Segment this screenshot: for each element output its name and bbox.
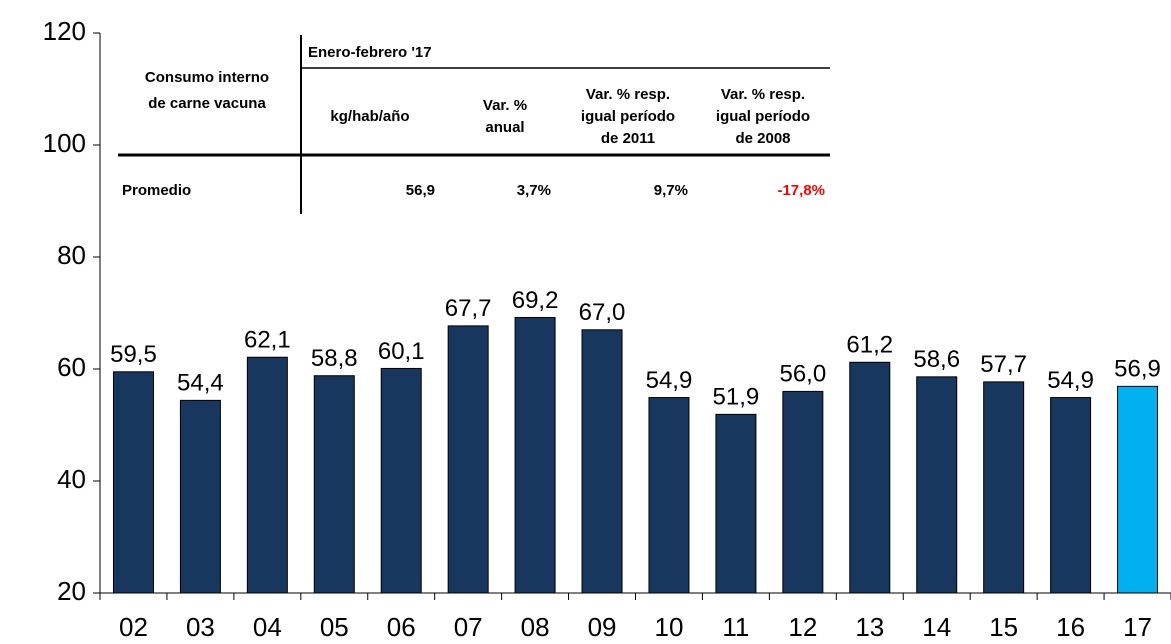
table-column-header: de 2011: [601, 130, 655, 147]
data-label: 69,2: [512, 287, 559, 314]
x-tick-label: 12: [788, 612, 817, 642]
y-tick-label: 60: [57, 352, 86, 382]
data-label: 67,7: [445, 295, 492, 322]
table-cell: 56,9: [406, 182, 435, 199]
data-label: 56,9: [1114, 356, 1161, 383]
table-column-header: igual período: [716, 108, 810, 125]
x-tick-label: 02: [119, 612, 148, 642]
x-tick-label: 08: [521, 612, 550, 642]
bar: [447, 325, 489, 594]
table-cell: 3,7%: [517, 182, 551, 199]
bar: [983, 381, 1025, 594]
data-label: 67,0: [579, 299, 626, 326]
data-label: 54,4: [177, 370, 224, 397]
table-group-header: Enero-febrero '17: [308, 44, 432, 61]
table-row-label: Promedio: [122, 182, 191, 199]
y-tick-label: 100: [43, 128, 86, 158]
bar: [648, 397, 690, 594]
x-tick-label: 16: [1056, 612, 1085, 642]
table-column-header: Var. % resp.: [721, 86, 805, 103]
x-tick-label: 06: [387, 612, 416, 642]
x-tick-label: 04: [253, 612, 282, 642]
y-tick-label: 80: [57, 240, 86, 270]
table-column-header: igual período: [581, 108, 675, 125]
data-label: 62,1: [244, 327, 291, 354]
bar: [782, 390, 824, 594]
bar: [715, 413, 757, 594]
x-tick-label: 05: [320, 612, 349, 642]
bar: [112, 371, 154, 594]
x-tick-label: 17: [1123, 612, 1152, 642]
x-tick-label: 11: [722, 612, 749, 642]
bar: [246, 356, 288, 594]
data-label: 56,0: [779, 361, 826, 388]
table-cell: -17,8%: [777, 182, 825, 199]
bar: [849, 361, 891, 594]
x-tick-label: 13: [855, 612, 884, 642]
data-label: 51,9: [713, 384, 760, 411]
data-label: 59,5: [110, 341, 157, 368]
x-tick-label: 15: [989, 612, 1018, 642]
table-column-header: anual: [485, 119, 524, 136]
data-label: 58,8: [311, 345, 358, 372]
table-row-header: Consumo interno: [145, 69, 269, 86]
y-tick-label: 40: [57, 464, 86, 494]
data-label: 57,7: [980, 351, 1027, 378]
table-column-header: kg/hab/año: [330, 108, 409, 125]
x-tick-label: 14: [922, 612, 951, 642]
table-row-header: de carne vacuna: [148, 95, 266, 112]
bar: [1050, 397, 1092, 594]
y-tick-label: 120: [43, 16, 86, 46]
data-label: 60,1: [378, 338, 425, 365]
table-cell: 9,7%: [654, 182, 688, 199]
data-label: 61,2: [846, 332, 893, 359]
bar: [380, 367, 422, 594]
bar: [1117, 385, 1159, 594]
data-label: 58,6: [913, 346, 960, 373]
data-label: 54,9: [646, 367, 693, 394]
bar: [514, 316, 556, 594]
x-tick-label: 03: [186, 612, 215, 642]
data-label: 54,9: [1047, 367, 1094, 394]
x-tick-label: 07: [454, 612, 483, 642]
x-tick-label: 10: [655, 612, 684, 642]
y-tick-label: 20: [57, 576, 86, 606]
table-column-header: Var. % resp.: [586, 86, 670, 103]
table-column-header: de 2008: [735, 130, 790, 147]
x-tick-label: 09: [588, 612, 617, 642]
bar: [313, 375, 355, 594]
bar: [916, 376, 958, 594]
bar: [581, 329, 623, 594]
table-column-header: Var. %: [483, 97, 527, 114]
bar: [179, 399, 221, 594]
